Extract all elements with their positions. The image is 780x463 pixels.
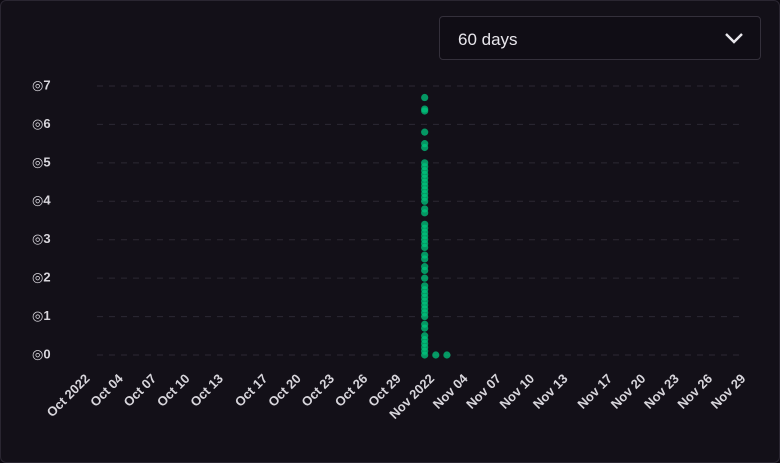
y-tick-label: ◎2 bbox=[32, 270, 51, 285]
x-tick-label: Nov 17 bbox=[574, 371, 615, 412]
x-tick-label: Oct 07 bbox=[121, 371, 160, 410]
x-tick-label: Oct 26 bbox=[332, 371, 371, 410]
x-tick-label: Nov 10 bbox=[497, 371, 538, 412]
y-tick-label: ◎4 bbox=[32, 193, 51, 208]
y-tick-label: ◎6 bbox=[32, 116, 51, 131]
point bbox=[421, 255, 429, 263]
point bbox=[421, 266, 429, 275]
range-select-label: 60 days bbox=[458, 30, 518, 49]
x-tick-label: Nov 07 bbox=[463, 371, 504, 412]
point bbox=[421, 324, 429, 332]
x-tick-label: Oct 17 bbox=[232, 371, 271, 410]
x-tick-label: Nov 04 bbox=[430, 370, 471, 411]
point bbox=[421, 312, 429, 321]
x-tick-label: Nov 20 bbox=[608, 371, 649, 412]
x-tick-label: Nov 13 bbox=[530, 371, 571, 412]
y-tick-label: ◎7 bbox=[32, 77, 51, 92]
y-tick-label: ◎3 bbox=[32, 231, 51, 246]
x-tick-label: Nov 26 bbox=[674, 371, 715, 412]
x-tick-label: Nov 29 bbox=[708, 371, 749, 412]
point bbox=[443, 351, 451, 359]
point bbox=[421, 107, 429, 115]
point bbox=[421, 143, 429, 152]
point bbox=[421, 351, 429, 359]
point bbox=[421, 209, 429, 217]
x-tick-label: Oct 10 bbox=[154, 371, 193, 410]
y-tick-label: ◎5 bbox=[32, 154, 51, 169]
point bbox=[421, 197, 429, 205]
point bbox=[421, 274, 429, 282]
point bbox=[432, 351, 440, 359]
x-tick-label: Oct 2022 bbox=[44, 371, 93, 420]
y-tick-label: ◎1 bbox=[32, 308, 51, 323]
x-tick-label: Oct 23 bbox=[298, 371, 337, 410]
x-tick-label: Oct 13 bbox=[187, 371, 226, 410]
x-tick-label: Nov 23 bbox=[641, 371, 682, 412]
x-tick-label: Oct 20 bbox=[265, 371, 304, 410]
y-tick-label: ◎0 bbox=[32, 346, 51, 361]
point bbox=[421, 93, 429, 102]
range-select[interactable]: 60 days bbox=[439, 16, 761, 60]
point bbox=[421, 243, 429, 251]
chevron-icon bbox=[725, 33, 743, 44]
x-tick-label: Oct 04 bbox=[87, 370, 126, 409]
point bbox=[421, 128, 429, 136]
